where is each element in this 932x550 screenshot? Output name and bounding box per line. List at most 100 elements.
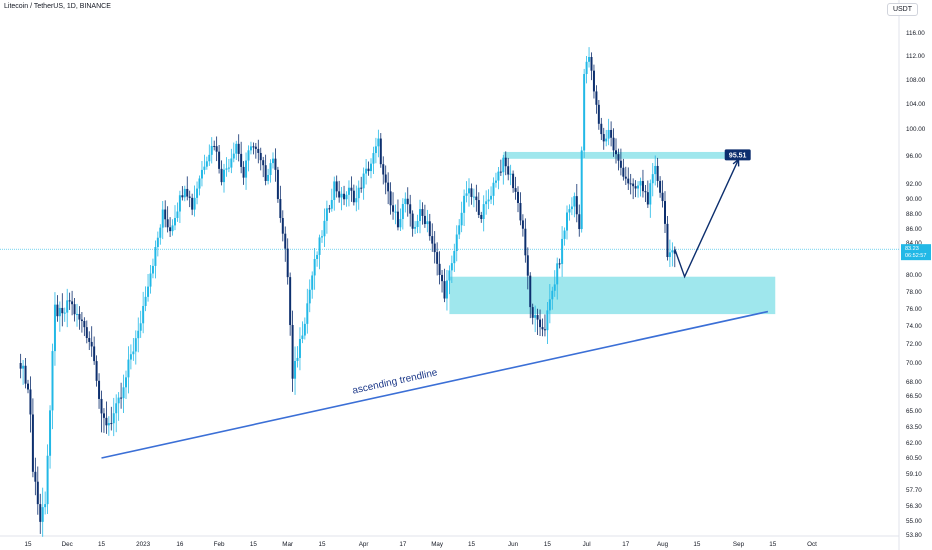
target-tag xyxy=(724,149,751,161)
candle-body xyxy=(566,212,568,231)
candle-body xyxy=(436,252,439,264)
candle-body xyxy=(556,263,559,285)
candle-body xyxy=(615,150,617,155)
candle-body xyxy=(267,174,270,181)
price-tick-label: 112.00 xyxy=(906,53,925,60)
candle-body xyxy=(632,183,635,187)
time-tick-label: May xyxy=(431,541,444,548)
candle-body xyxy=(575,196,578,215)
candle-body xyxy=(39,504,42,522)
candle-body xyxy=(68,300,71,302)
price-tick-label: 62.00 xyxy=(906,440,922,447)
candle-body xyxy=(102,413,105,418)
candle-body xyxy=(198,178,201,189)
candle-body xyxy=(399,219,402,228)
candle-body xyxy=(514,188,517,192)
candle-body xyxy=(137,330,140,339)
candle-body xyxy=(90,341,93,347)
candle-body xyxy=(161,209,164,228)
chart-title: Litecoin / TetherUS, 1D, BINANCE xyxy=(4,3,111,10)
candle-body xyxy=(93,346,96,362)
candle-body xyxy=(507,166,510,175)
candle-body xyxy=(509,173,512,175)
candle-body xyxy=(605,138,608,142)
candle-body xyxy=(183,188,186,198)
candle-body xyxy=(448,270,451,281)
price-tick-label: 72.00 xyxy=(906,341,922,348)
price-tick-label: 65.00 xyxy=(906,408,922,415)
candle-body xyxy=(494,180,497,183)
candle-body xyxy=(276,169,279,200)
candle-body xyxy=(213,145,216,147)
candle-body xyxy=(438,263,441,275)
candle-body xyxy=(154,247,157,266)
candle-body xyxy=(46,455,49,505)
candle-body xyxy=(463,195,466,213)
candle-body xyxy=(323,220,326,237)
candle-body xyxy=(132,351,135,355)
candle-body xyxy=(421,209,424,216)
candle-body xyxy=(83,320,86,328)
candle-body xyxy=(472,196,475,198)
projection-path xyxy=(674,159,740,279)
candle-body xyxy=(286,248,289,278)
time-tick-label: 2023 xyxy=(136,541,151,548)
candle-body xyxy=(188,196,191,198)
candle-body xyxy=(357,187,360,199)
candle-body xyxy=(257,148,260,153)
candle-body xyxy=(431,236,434,244)
price-tick-label: 96.00 xyxy=(906,153,922,160)
time-tick-label: Oct xyxy=(807,541,817,548)
price-axis: 116.00 112.00 108.00 104.00 100.00 96.00 92.00… xyxy=(906,30,926,539)
candle-body xyxy=(333,181,336,200)
candle-body xyxy=(227,167,230,169)
price-tick-label: 84.00 xyxy=(906,240,922,247)
candle-body xyxy=(230,158,233,168)
candle-body xyxy=(414,226,417,229)
candle-body xyxy=(622,167,625,177)
candle-body xyxy=(490,195,493,200)
candle-body xyxy=(453,251,456,264)
candle-body xyxy=(529,275,532,308)
candle-body xyxy=(499,171,502,173)
candle-body xyxy=(426,221,429,225)
candle-body xyxy=(382,164,385,175)
candle-body xyxy=(372,153,375,164)
candle-body xyxy=(53,304,56,352)
candle-body xyxy=(468,188,470,194)
candle-body xyxy=(551,290,554,300)
time-tick-label: Dec xyxy=(62,541,73,548)
candle-body xyxy=(122,387,125,399)
currency-button[interactable]: USDT xyxy=(886,3,918,16)
candle-body xyxy=(301,335,304,339)
candle-body xyxy=(120,397,123,399)
candle-body xyxy=(242,166,245,178)
candle-body xyxy=(504,157,507,167)
candle-body xyxy=(51,351,54,411)
candle-body xyxy=(49,410,52,456)
candle-body xyxy=(585,61,588,75)
candle-body xyxy=(254,146,257,149)
price-tick-label: 86.00 xyxy=(906,226,922,233)
countdown-value: 06:52:57 xyxy=(905,253,926,259)
candle-body xyxy=(125,377,127,388)
candle-body xyxy=(220,168,223,183)
candle-body xyxy=(166,219,169,228)
candle-body xyxy=(384,174,387,183)
candle-body xyxy=(218,151,221,169)
candle-body xyxy=(88,337,91,342)
candle-body xyxy=(360,187,363,189)
candle-body xyxy=(659,180,662,193)
candle-body xyxy=(249,146,252,151)
candle-body xyxy=(619,160,622,168)
candle-body xyxy=(654,165,657,175)
candle-body xyxy=(666,223,669,258)
candle-body xyxy=(303,323,306,336)
candle-body xyxy=(377,138,380,147)
price-tick-label: 88.00 xyxy=(906,211,922,218)
candle-body xyxy=(531,307,534,318)
candle-body xyxy=(458,225,461,235)
price-tick-label: 92.00 xyxy=(906,181,922,188)
candle-body xyxy=(521,220,524,229)
